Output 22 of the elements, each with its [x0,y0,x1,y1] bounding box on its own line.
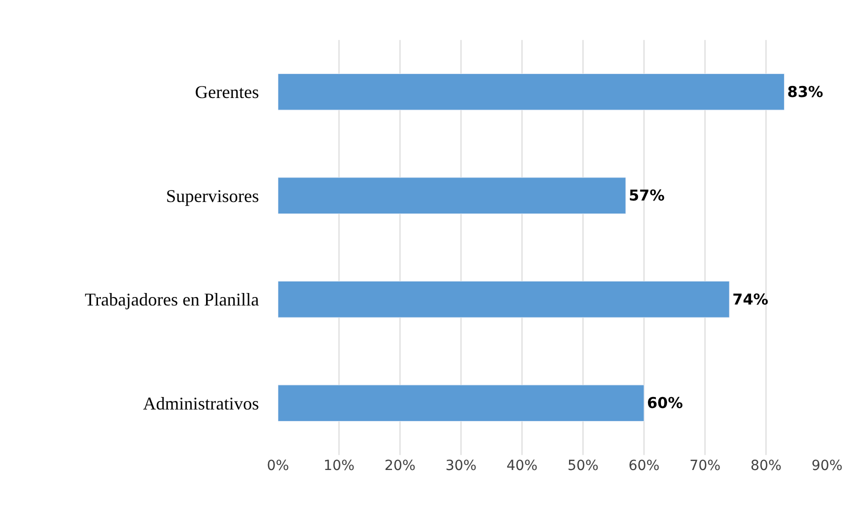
bar [278,280,730,318]
data-label: 60% [647,394,683,412]
bar [278,384,644,422]
x-tick-label: 10% [323,458,355,474]
y-tick-label: Administrativos [143,393,259,414]
x-tick-label: 60% [628,458,660,474]
bar [278,177,626,214]
y-tick-label: Trabajadores en Planilla [84,290,260,310]
y-tick-label: Gerentes [195,82,259,102]
x-tick-label: 40% [506,458,538,474]
bar [278,73,785,110]
data-label: 57% [628,186,665,205]
x-tick-label: 90% [811,458,843,474]
x-tick-label: 80% [750,458,782,474]
y-tick-label: Supervisores [166,186,259,206]
x-tick-label: 30% [445,458,477,474]
x-tick-label: 70% [689,458,721,474]
x-tick-label: 50% [567,458,599,474]
x-tick-label: 20% [384,458,416,474]
x-tick-label: 0% [266,458,290,474]
data-label: 83% [787,82,824,101]
data-label: 74% [732,290,768,308]
